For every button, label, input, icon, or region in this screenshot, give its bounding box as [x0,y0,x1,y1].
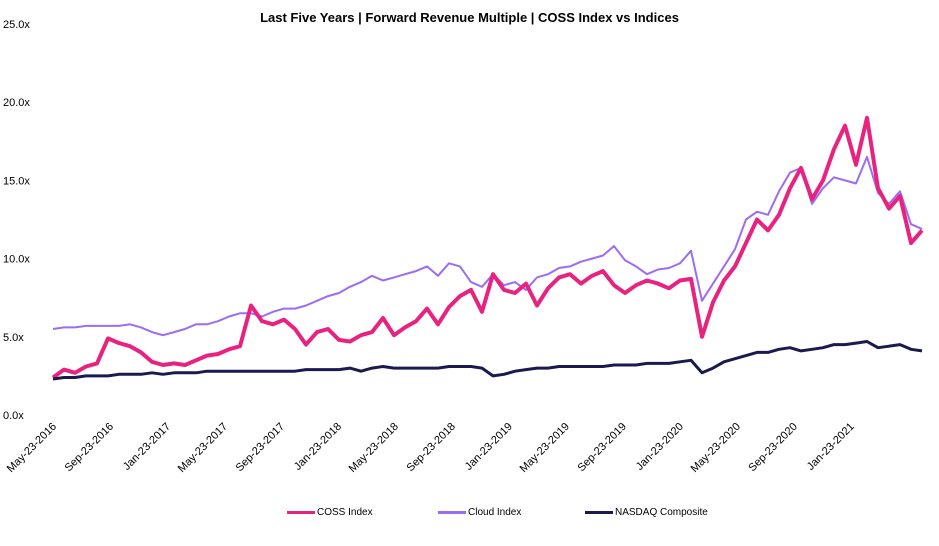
legend-swatch-cloud [438,511,466,514]
legend-swatch-nasdaq [585,511,613,514]
x-tick-label: Sep-23-2016 [63,421,116,474]
x-tick-label: Jan-23-2019 [463,421,515,473]
legend-item-cloud[interactable]: Cloud Index [438,507,521,518]
x-tick-label: Sep-23-2018 [405,421,458,474]
series-line-cloud-index [52,155,923,337]
y-tick-label: 15.0x [3,175,30,187]
x-tick-label: May-23-2018 [347,421,401,475]
x-tick-label: May-23-2019 [518,421,572,475]
series-line-nasdaq-composite [52,340,923,381]
y-tick-label: 5.0x [3,332,24,344]
legend: COSS Index Cloud Index NASDAQ Composite [0,507,939,523]
x-tick-label: Sep-23-2017 [234,421,287,474]
legend-label-nasdaq: NASDAQ Composite [615,507,708,518]
x-axis: May-23-2016 Sep-23-2016 Jan-23-2017 May-23-… [5,421,857,475]
legend-swatch-coss [287,511,315,514]
x-tick-label: Sep-23-2020 [746,421,799,474]
y-tick-label: 10.0x [3,254,30,266]
series-line-coss-index [51,115,924,380]
chart-title: Last Five Years | Forward Revenue Multip… [260,10,679,25]
x-tick-label: May-23-2020 [689,421,743,475]
legend-item-nasdaq[interactable]: NASDAQ Composite [585,507,708,518]
series-layer [51,115,924,381]
legend-label-cloud: Cloud Index [468,507,522,518]
x-tick-label: Jan-23-2020 [634,421,686,473]
x-tick-label: May-23-2016 [5,421,59,475]
x-tick-label: May-23-2017 [176,421,230,475]
legend-item-coss[interactable]: COSS Index [287,507,373,518]
legend-label-coss: COSS Index [317,507,373,518]
x-tick-label: Jan-23-2017 [121,421,173,473]
x-tick-label: Jan-23-2018 [292,421,344,473]
y-tick-label: 25.0x [3,19,30,31]
y-tick-label: 0.0x [3,410,24,422]
x-tick-label: Sep-23-2019 [575,421,628,474]
x-tick-label: Jan-23-2021 [805,421,857,473]
y-axis: 0.0x 5.0x 10.0x 15.0x 20.0x 25.0x [3,19,30,422]
y-tick-label: 20.0x [3,97,30,109]
